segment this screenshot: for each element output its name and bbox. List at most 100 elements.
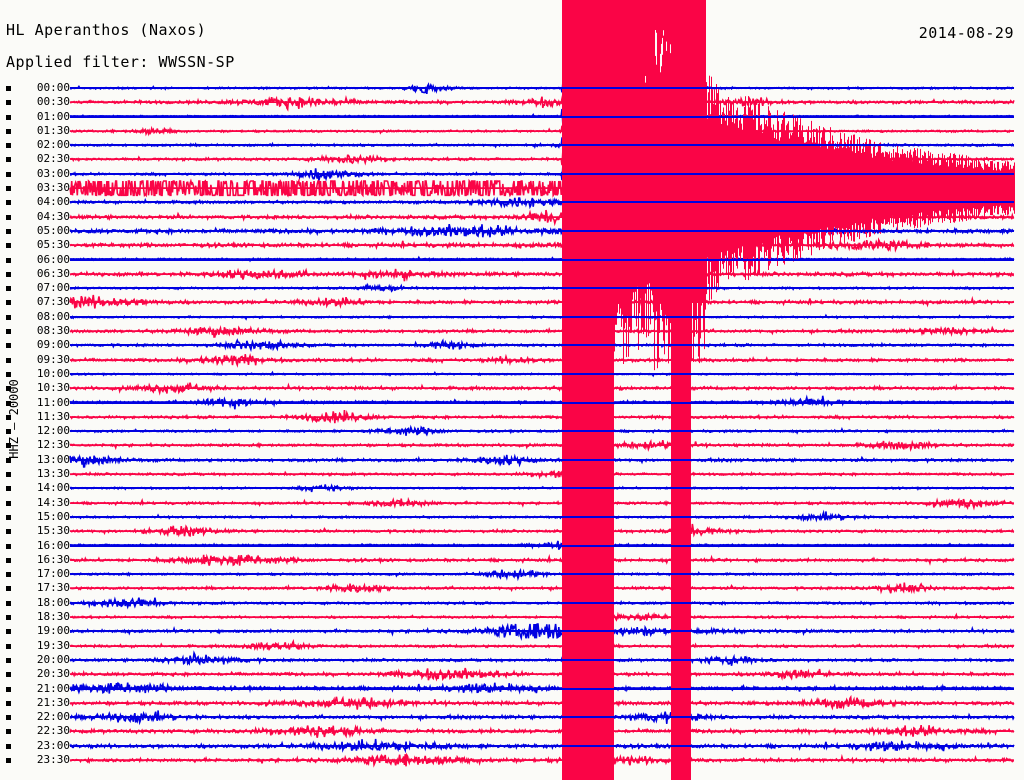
trace-baseline-overlay bbox=[70, 401, 1014, 404]
waveform-trace bbox=[69, 121, 1014, 141]
time-axis-label: 12:30 bbox=[36, 438, 70, 452]
trace-baseline-overlay bbox=[70, 115, 1014, 118]
time-axis-label: 13:30 bbox=[36, 467, 70, 481]
time-axis-label: 00:30 bbox=[36, 95, 70, 109]
waveform-trace bbox=[70, 496, 1015, 511]
axis-tick bbox=[6, 343, 11, 349]
axis-tick bbox=[6, 300, 11, 306]
trace-row: 14:30 bbox=[0, 495, 1024, 511]
axis-tick bbox=[6, 214, 11, 220]
axis-tick bbox=[6, 486, 11, 492]
trace-row: 08:30 bbox=[0, 324, 1024, 338]
time-axis-label: 01:30 bbox=[36, 123, 70, 137]
time-axis-label: 18:00 bbox=[36, 595, 70, 609]
axis-tick bbox=[6, 143, 11, 149]
time-axis-label: 07:30 bbox=[36, 295, 70, 309]
trace-row: 06:30 bbox=[0, 267, 1024, 283]
time-axis-label: 19:30 bbox=[36, 638, 70, 652]
axis-tick bbox=[6, 758, 11, 764]
time-axis-label: 06:00 bbox=[36, 252, 70, 266]
waveform-trace bbox=[69, 466, 1015, 481]
trace-baseline-overlay bbox=[70, 573, 1014, 576]
waveform-trace bbox=[69, 724, 1015, 739]
trace-row: 20:30 bbox=[0, 667, 1024, 682]
axis-tick bbox=[6, 500, 11, 506]
time-axis-label: 11:00 bbox=[36, 395, 70, 409]
trace-baseline-overlay bbox=[70, 430, 1014, 433]
axis-tick bbox=[6, 457, 11, 463]
time-axis-label: 21:00 bbox=[36, 681, 70, 695]
waveform-trace bbox=[69, 381, 1015, 396]
axis-tick bbox=[6, 715, 11, 721]
trace-baseline-overlay bbox=[70, 315, 1014, 318]
time-axis-label: 18:30 bbox=[36, 610, 70, 624]
time-axis-label: 14:30 bbox=[36, 495, 70, 509]
axis-tick bbox=[6, 386, 11, 392]
time-axis-label: 22:30 bbox=[36, 724, 70, 738]
trace-baseline-overlay bbox=[70, 516, 1014, 518]
trace-baseline-overlay bbox=[70, 287, 1014, 290]
trace-baseline-overlay bbox=[70, 630, 1014, 633]
axis-tick bbox=[6, 171, 11, 177]
axis-tick bbox=[6, 257, 11, 263]
time-axis-label: 03:30 bbox=[36, 181, 70, 195]
trace-baseline-overlay bbox=[70, 744, 1014, 747]
trace-baseline-overlay bbox=[70, 687, 1014, 690]
trace-row: 07:30 bbox=[0, 295, 1024, 310]
axis-tick bbox=[6, 586, 11, 592]
time-axis-label: 20:30 bbox=[36, 667, 70, 681]
axis-tick bbox=[6, 700, 11, 706]
time-axis-label: 13:00 bbox=[36, 452, 70, 466]
axis-tick bbox=[6, 128, 11, 134]
time-axis-label: 11:30 bbox=[36, 409, 70, 423]
trace-row: 22:30 bbox=[0, 724, 1024, 739]
axis-tick bbox=[6, 514, 11, 520]
waveform-trace bbox=[69, 324, 1014, 338]
waveform-trace bbox=[69, 438, 1015, 453]
trace-row: 17:30 bbox=[0, 581, 1024, 595]
time-axis-label: 19:00 bbox=[36, 624, 70, 638]
trace-row: 16:30 bbox=[0, 553, 1024, 567]
trace-baseline-overlay bbox=[70, 544, 1014, 547]
trace-baseline-overlay bbox=[70, 373, 1014, 375]
axis-tick bbox=[6, 186, 11, 192]
waveform-trace bbox=[69, 694, 1015, 711]
axis-tick bbox=[6, 157, 11, 163]
trace-baseline-overlay bbox=[70, 144, 1014, 147]
axis-tick bbox=[6, 429, 11, 435]
axis-tick bbox=[6, 729, 11, 735]
waveform-trace bbox=[69, 581, 1015, 595]
axis-tick bbox=[6, 286, 11, 292]
axis-tick bbox=[6, 472, 11, 478]
trace-baseline-overlay bbox=[70, 201, 1014, 204]
waveform-trace bbox=[69, 352, 1014, 368]
trace-row: 23:30 bbox=[0, 752, 1024, 768]
time-axis-label: 10:00 bbox=[36, 366, 70, 380]
axis-tick bbox=[6, 686, 11, 692]
trace-row: 05:30 bbox=[0, 237, 1024, 253]
axis-tick bbox=[6, 600, 11, 606]
trace-baseline-overlay bbox=[70, 487, 1014, 490]
trace-baseline-overlay bbox=[70, 344, 1014, 347]
time-axis-label: 10:30 bbox=[36, 381, 70, 395]
time-axis-label: 08:00 bbox=[36, 309, 70, 323]
waveform-trace bbox=[69, 752, 1015, 768]
waveform-trace bbox=[69, 610, 1015, 624]
time-axis-label: 02:00 bbox=[36, 138, 70, 152]
time-axis-label: 04:30 bbox=[36, 209, 70, 223]
time-axis-label: 15:30 bbox=[36, 524, 70, 538]
axis-tick bbox=[6, 371, 11, 377]
axis-tick bbox=[6, 615, 11, 621]
trace-row: 13:30 bbox=[0, 466, 1024, 481]
time-axis-label: 05:00 bbox=[36, 223, 70, 237]
trace-baseline-overlay bbox=[70, 172, 1014, 175]
trace-row: 21:30 bbox=[0, 694, 1024, 711]
axis-tick bbox=[6, 329, 11, 335]
waveform-trace bbox=[69, 92, 1015, 113]
time-axis-label: 09:30 bbox=[36, 352, 70, 366]
axis-tick bbox=[6, 657, 11, 663]
trace-row: 11:30 bbox=[0, 409, 1024, 424]
